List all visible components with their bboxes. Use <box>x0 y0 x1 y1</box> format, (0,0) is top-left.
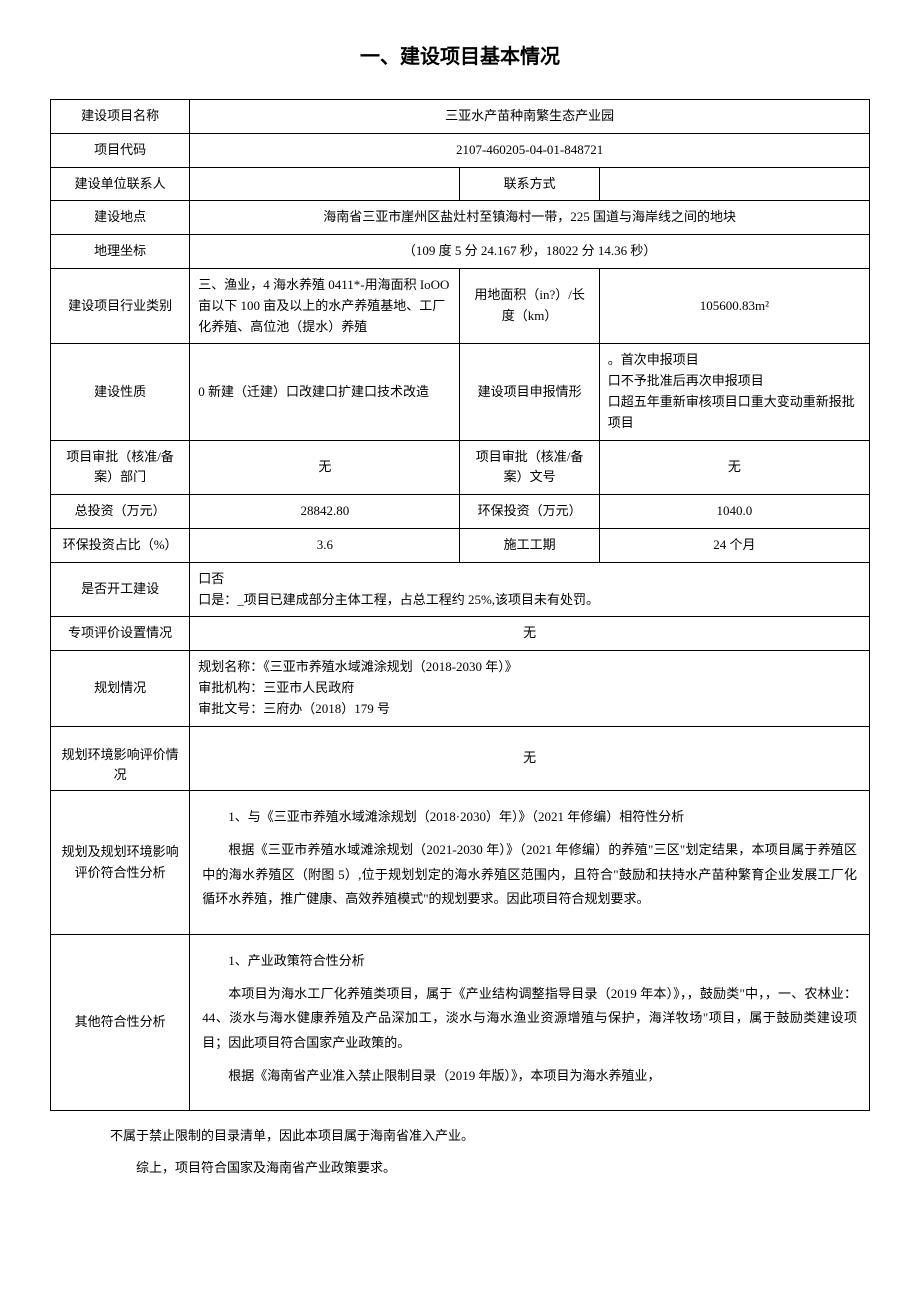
table-row: 项目审批（核准/备案）部门 无 项目审批（核准/备案）文号 无 <box>51 440 870 495</box>
label-plan-env-eval: 规划环境影响评价情况 <box>51 726 190 791</box>
value-plan-env-eval: 无 <box>190 726 870 791</box>
table-row: 环保投资占比（%） 3.6 施工工期 24 个月 <box>51 528 870 562</box>
label-started: 是否开工建设 <box>51 562 190 617</box>
label-build-nature: 建设性质 <box>51 344 190 440</box>
label-contact-method: 联系方式 <box>460 167 599 201</box>
value-planning: 规划名称：《三亚市养殖水域滩涂规划（2018-2030 年）》 审批机构：三亚市… <box>190 651 870 726</box>
table-row: 建设地点 海南省三亚市崖州区盐灶村至镇海村一带，225 国道与海岸线之间的地块 <box>51 201 870 235</box>
other-compliance-p2: 本项目为海水工厂化养殖类项目，属于《产业结构调整指导目录（2019 年本）》，，… <box>202 982 857 1056</box>
table-row: 建设性质 0 新建（迁建）口改建口扩建口技术改造 建设项目申报情形 。首次申报项… <box>51 344 870 440</box>
table-row: 建设项目行业类别 三、渔业，4 海水养殖 0411*-用海面积 IoOO 亩以下… <box>51 268 870 343</box>
label-land-area: 用地面积（in?）/长度（km） <box>460 268 599 343</box>
table-row: 是否开工建设 口否 口是：_项目已建成部分主体工程，占总工程约 25%,该项目未… <box>51 562 870 617</box>
value-started: 口否 口是：_项目已建成部分主体工程，占总工程约 25%,该项目未有处罚。 <box>190 562 870 617</box>
table-row: 建设项目名称 三亚水产苗种南繁生态产业园 <box>51 100 870 134</box>
value-land-area: 105600.83m² <box>599 268 869 343</box>
value-project-name: 三亚水产苗种南繁生态产业园 <box>190 100 870 134</box>
other-compliance-p3: 根据《海南省产业准入禁止限制目录（2019 年版）》，本项目为海水养殖业， <box>202 1064 857 1089</box>
label-total-invest: 总投资（万元） <box>51 495 190 529</box>
value-other-compliance: 1、产业政策符合性分析 本项目为海水工厂化养殖类项目，属于《产业结构调整指导目录… <box>190 934 870 1110</box>
footnote-block: 不属于禁止限制的目录清单，因此本项目属于海南省准入产业。 综上，项目符合国家及海… <box>50 1111 870 1199</box>
label-project-code: 项目代码 <box>51 133 190 167</box>
plan-compliance-p2: 根据《三亚市养殖水域滩涂规划（2021-2030 年）》（2021 年修编）的养… <box>202 838 857 912</box>
table-row: 规划情况 规划名称：《三亚市养殖水域滩涂规划（2018-2030 年）》 审批机… <box>51 651 870 726</box>
value-approval-dept: 无 <box>190 440 460 495</box>
value-coords: （109 度 5 分 24.167 秒，18022 分 14.36 秒） <box>190 235 870 269</box>
value-special-eval: 无 <box>190 617 870 651</box>
value-project-code: 2107-460205-04-01-848721 <box>190 133 870 167</box>
value-env-ratio: 3.6 <box>190 528 460 562</box>
label-planning: 规划情况 <box>51 651 190 726</box>
label-industry: 建设项目行业类别 <box>51 268 190 343</box>
table-row: 项目代码 2107-460205-04-01-848721 <box>51 133 870 167</box>
value-industry: 三、渔业，4 海水养殖 0411*-用海面积 IoOO 亩以下 100 亩及以上… <box>190 268 460 343</box>
value-location: 海南省三亚市崖州区盐灶村至镇海村一带，225 国道与海岸线之间的地块 <box>190 201 870 235</box>
label-other-compliance: 其他符合性分析 <box>51 934 190 1110</box>
value-contact-method <box>599 167 869 201</box>
label-approval-dept: 项目审批（核准/备案）部门 <box>51 440 190 495</box>
label-plan-compliance: 规划及规划环境影响评价符合性分析 <box>51 791 190 935</box>
label-contact-person: 建设单位联系人 <box>51 167 190 201</box>
table-row: 专项评价设置情况 无 <box>51 617 870 651</box>
table-row: 地理坐标 （109 度 5 分 24.167 秒，18022 分 14.36 秒… <box>51 235 870 269</box>
label-env-invest: 环保投资（万元） <box>460 495 599 529</box>
label-approval-doc: 项目审批（核准/备案）文号 <box>460 440 599 495</box>
plan-compliance-p1: 1、与《三亚市养殖水域滩涂规划（2018·2030）年）》（2021 年修编）相… <box>202 805 857 830</box>
value-total-invest: 28842.80 <box>190 495 460 529</box>
project-info-table: 建设项目名称 三亚水产苗种南繁生态产业园 项目代码 2107-460205-04… <box>50 99 870 1111</box>
table-row: 规划及规划环境影响评价符合性分析 1、与《三亚市养殖水域滩涂规划（2018·20… <box>51 791 870 935</box>
label-period: 施工工期 <box>460 528 599 562</box>
other-compliance-p1: 1、产业政策符合性分析 <box>202 949 857 974</box>
page-title: 一、建设项目基本情况 <box>50 40 870 69</box>
table-row: 建设单位联系人 联系方式 <box>51 167 870 201</box>
footnote-p2: 综上，项目符合国家及海南省产业政策要求。 <box>110 1155 810 1181</box>
value-plan-compliance: 1、与《三亚市养殖水域滩涂规划（2018·2030）年）》（2021 年修编）相… <box>190 791 870 935</box>
value-build-nature: 0 新建（迁建）口改建口扩建口技术改造 <box>190 344 460 440</box>
table-row: 其他符合性分析 1、产业政策符合性分析 本项目为海水工厂化养殖类项目，属于《产业… <box>51 934 870 1110</box>
label-apply-status: 建设项目申报情形 <box>460 344 599 440</box>
table-row: 规划环境影响评价情况 无 <box>51 726 870 791</box>
value-approval-doc: 无 <box>599 440 869 495</box>
label-coords: 地理坐标 <box>51 235 190 269</box>
value-period: 24 个月 <box>599 528 869 562</box>
label-project-name: 建设项目名称 <box>51 100 190 134</box>
value-env-invest: 1040.0 <box>599 495 869 529</box>
table-row: 总投资（万元） 28842.80 环保投资（万元） 1040.0 <box>51 495 870 529</box>
value-contact-person <box>190 167 460 201</box>
label-special-eval: 专项评价设置情况 <box>51 617 190 651</box>
label-env-ratio: 环保投资占比（%） <box>51 528 190 562</box>
label-location: 建设地点 <box>51 201 190 235</box>
footnote-p1: 不属于禁止限制的目录清单，因此本项目属于海南省准入产业。 <box>110 1123 810 1149</box>
value-apply-status: 。首次申报项目 口不予批准后再次申报项目 口超五年重新审核项目口重大变动重新报批… <box>599 344 869 440</box>
